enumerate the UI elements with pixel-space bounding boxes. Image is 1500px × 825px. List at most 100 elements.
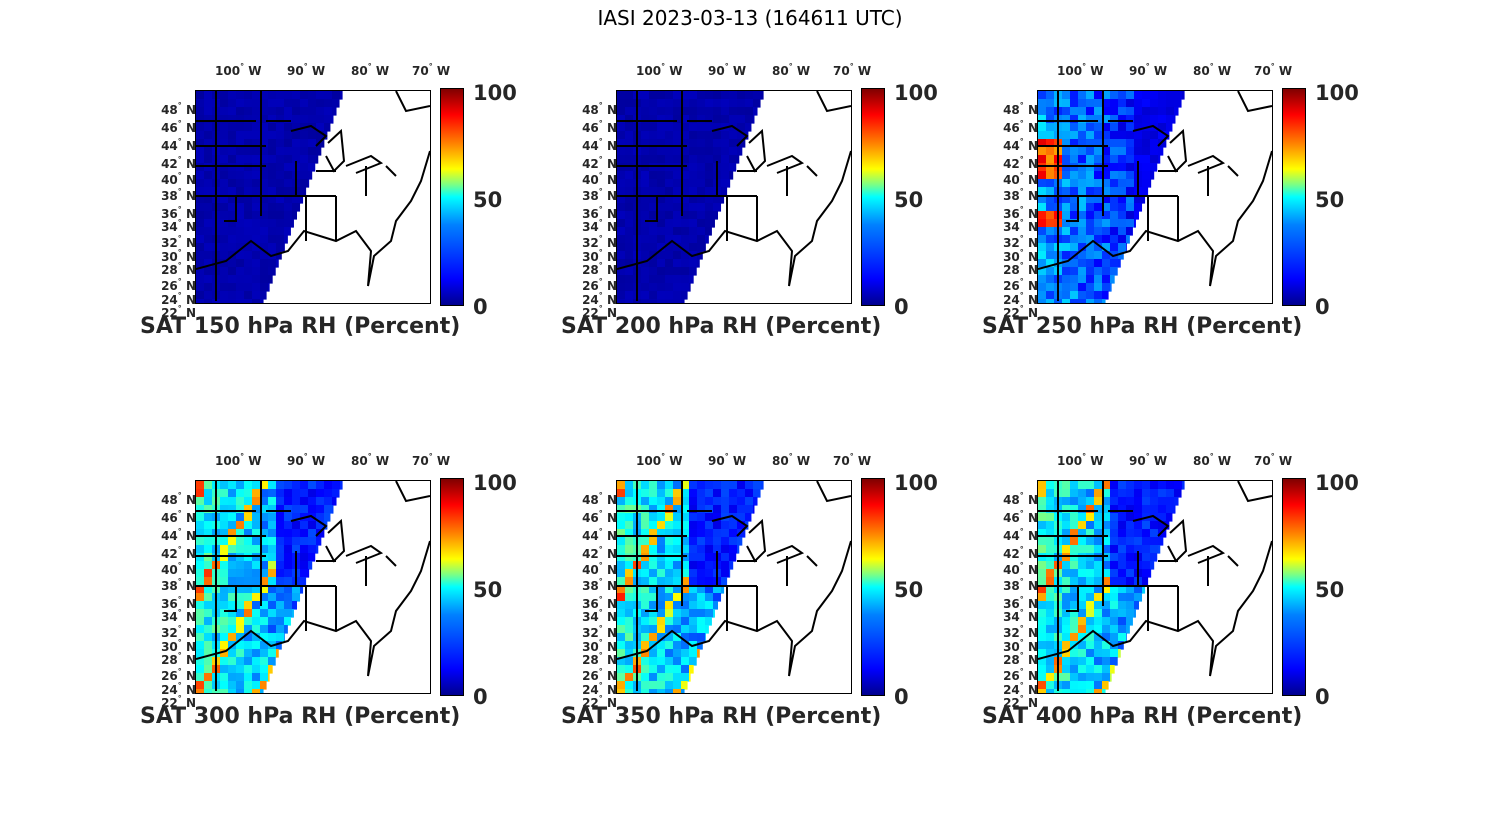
degree-symbol: ° <box>177 101 182 110</box>
colorbar-tick-label: 50 <box>1315 188 1345 212</box>
colorbar-tick-label: 50 <box>894 578 924 602</box>
map-area <box>616 90 852 304</box>
state-boundaries <box>1038 91 1272 301</box>
lat-tick-label: 46° N <box>582 119 617 135</box>
degree-symbol: ° <box>788 62 793 71</box>
colorbar-tick-label: 100 <box>1315 471 1359 495</box>
rh-map <box>1038 481 1272 693</box>
degree-symbol: ° <box>598 577 603 586</box>
degree-symbol: ° <box>598 171 603 180</box>
lat-tick-label: 24° N <box>161 681 196 697</box>
colorbar <box>861 88 885 306</box>
panel-title: SAT 200 hPa RH (Percent) <box>561 314 882 339</box>
map-area <box>1037 480 1273 694</box>
us-coastline <box>617 540 851 677</box>
us-coastline <box>1038 150 1272 287</box>
lat-tick-label: 42° N <box>1003 155 1038 171</box>
rh-map <box>196 481 430 693</box>
degree-symbol: ° <box>598 608 603 617</box>
lat-tick-label: 40° N <box>1003 561 1038 577</box>
lon-tick-label: 100° W <box>1057 452 1104 468</box>
degree-symbol: ° <box>598 205 603 214</box>
degree-symbol: ° <box>849 62 854 71</box>
map-panel-250: 100° W 90° W 80° W 70° W 48° N 46° N 44° N 42° … <box>982 62 1362 362</box>
colorbar-tick-label: 0 <box>1315 295 1330 319</box>
degree-symbol: ° <box>1019 491 1024 500</box>
colorbar-tick-label: 0 <box>894 685 909 709</box>
colorbar-tick-label: 50 <box>894 188 924 212</box>
map-area <box>1037 90 1273 304</box>
degree-symbol: ° <box>598 155 603 164</box>
lat-tick-label: 34° N <box>582 218 617 234</box>
lon-tick-label: 80° W <box>351 62 390 78</box>
degree-symbol: ° <box>1019 155 1024 164</box>
lat-tick-label: 24° N <box>582 291 617 307</box>
degree-symbol: ° <box>1019 248 1024 257</box>
lon-tick-label: 70° W <box>412 62 451 78</box>
lat-tick-label: 34° N <box>161 608 196 624</box>
degree-symbol: ° <box>177 638 182 647</box>
lat-tick-label: 46° N <box>1003 509 1038 525</box>
lat-tick-label: 32° N <box>1003 234 1038 250</box>
colorbar-tick-label: 50 <box>1315 578 1345 602</box>
degree-symbol: ° <box>1019 509 1024 518</box>
lat-tick-label: 28° N <box>582 651 617 667</box>
lat-tick-label: 36° N <box>161 205 196 221</box>
lat-tick-label: 30° N <box>582 248 617 264</box>
lat-tick-label: 36° N <box>582 595 617 611</box>
lat-tick-label: 46° N <box>582 509 617 525</box>
degree-symbol: ° <box>1019 638 1024 647</box>
degree-symbol: ° <box>598 527 603 536</box>
lat-tick-label: 32° N <box>161 234 196 250</box>
lat-tick-label: 22° N <box>161 694 196 710</box>
degree-symbol: ° <box>598 694 603 703</box>
degree-symbol: ° <box>598 304 603 313</box>
lat-tick-label: 26° N <box>1003 277 1038 293</box>
lat-tick-label: 24° N <box>1003 681 1038 697</box>
degree-symbol: ° <box>428 452 433 461</box>
degree-symbol: ° <box>1082 62 1087 71</box>
lon-tick-label: 90° W <box>708 452 747 468</box>
degree-symbol: ° <box>1019 545 1024 554</box>
lon-tick-label: 80° W <box>772 452 811 468</box>
degree-symbol: ° <box>724 62 729 71</box>
degree-symbol: ° <box>598 561 603 570</box>
panel-title: SAT 250 hPa RH (Percent) <box>982 314 1303 339</box>
degree-symbol: ° <box>598 491 603 500</box>
degree-symbol: ° <box>788 452 793 461</box>
rh-map <box>617 91 851 303</box>
degree-symbol: ° <box>177 119 182 128</box>
degree-symbol: ° <box>177 277 182 286</box>
lat-tick-label: 36° N <box>161 595 196 611</box>
degree-symbol: ° <box>177 595 182 604</box>
degree-symbol: ° <box>598 119 603 128</box>
lat-tick-label: 38° N <box>582 187 617 203</box>
degree-symbol: ° <box>1019 101 1024 110</box>
lat-tick-label: 30° N <box>582 638 617 654</box>
lat-tick-label: 26° N <box>1003 667 1038 683</box>
degree-symbol: ° <box>177 261 182 270</box>
state-boundaries <box>617 481 851 691</box>
lat-tick-label: 48° N <box>1003 101 1038 117</box>
great-lakes <box>711 514 805 564</box>
lon-tick-label: 80° W <box>1193 452 1232 468</box>
lat-tick-label: 32° N <box>582 234 617 250</box>
colorbar <box>1282 478 1306 696</box>
lon-tick-label: 100° W <box>215 62 262 78</box>
degree-symbol: ° <box>177 624 182 633</box>
degree-symbol: ° <box>1019 277 1024 286</box>
panel-title: SAT 300 hPa RH (Percent) <box>140 704 461 729</box>
degree-symbol: ° <box>367 62 372 71</box>
degree-symbol: ° <box>303 62 308 71</box>
degree-symbol: ° <box>177 667 182 676</box>
lat-tick-label: 46° N <box>1003 119 1038 135</box>
great-lakes <box>1132 514 1226 564</box>
lat-tick-label: 22° N <box>582 694 617 710</box>
map-area <box>616 480 852 694</box>
lat-tick-label: 48° N <box>582 491 617 507</box>
lon-tick-label: 100° W <box>1057 62 1104 78</box>
colorbar <box>1282 88 1306 306</box>
degree-symbol: ° <box>598 595 603 604</box>
degree-symbol: ° <box>598 187 603 196</box>
degree-symbol: ° <box>598 248 603 257</box>
